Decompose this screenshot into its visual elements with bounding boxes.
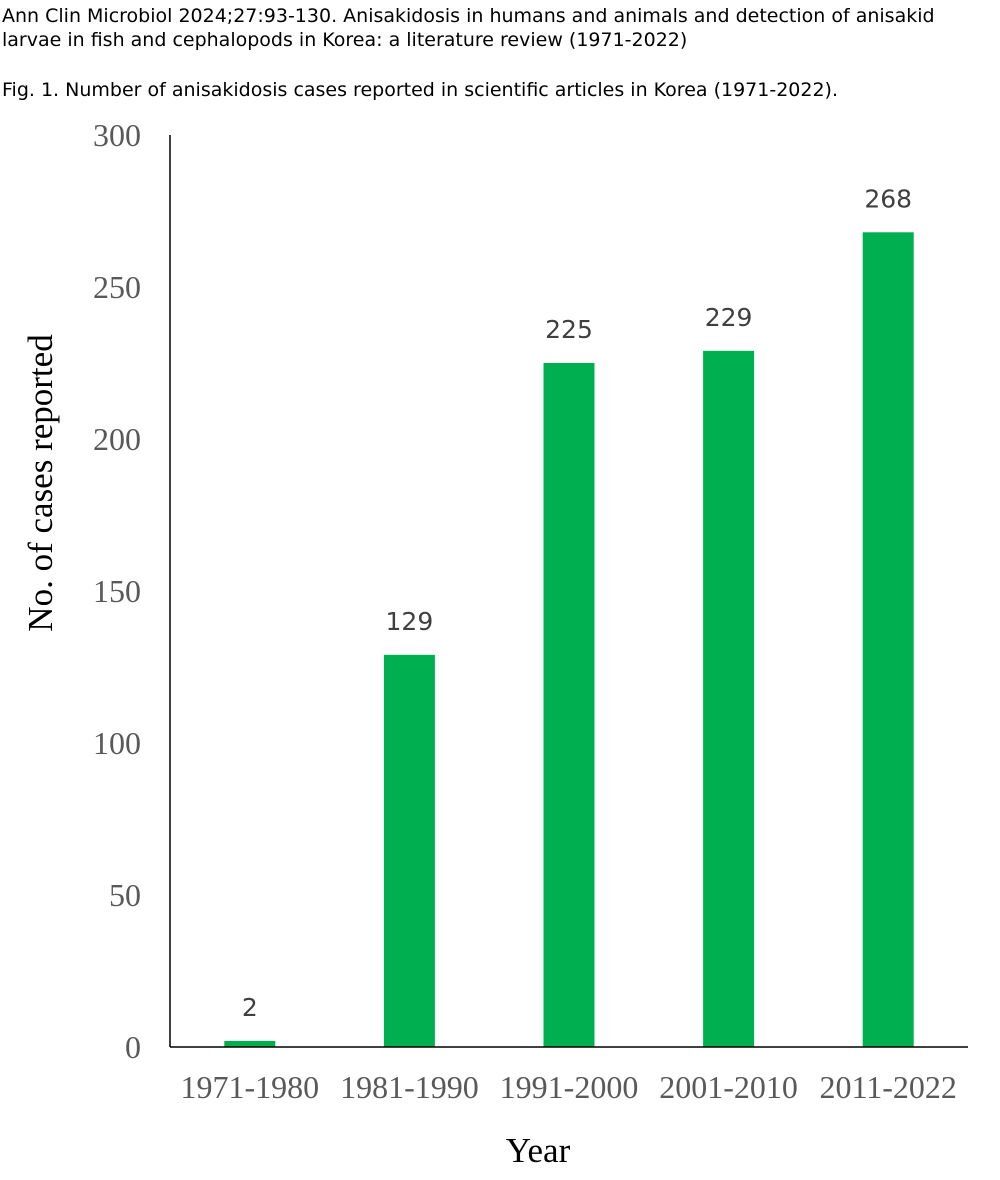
- bar-data-label: 225: [545, 315, 593, 344]
- x-tick-label: 1971-1980: [180, 1069, 319, 1105]
- citation-line-1: Ann Clin Microbiol 2024;27:93-130. Anisa…: [2, 5, 935, 27]
- y-tick-label: 150: [93, 573, 141, 609]
- bar: [383, 654, 435, 1047]
- bar-data-label: 2: [242, 993, 258, 1022]
- y-tick-label: 250: [93, 269, 141, 305]
- citation-header: Ann Clin Microbiol 2024;27:93-130. Anisa…: [2, 4, 992, 52]
- y-tick-label: 50: [109, 877, 141, 913]
- x-tick-label: 1981-1990: [340, 1069, 479, 1105]
- x-axis-ticks: 1971-1980 1981-1990 1991-2000 2001-2010 2011…: [180, 1069, 956, 1105]
- bar-data-label: 129: [386, 607, 434, 636]
- y-axis-ticks: 0 50 100 150 200 250 300: [93, 117, 141, 1065]
- y-tick-label: 200: [93, 421, 141, 457]
- bar: [543, 363, 595, 1047]
- figure-caption: Fig. 1. Number of anisakidosis cases rep…: [2, 79, 838, 101]
- x-tick-label: 2001-2010: [659, 1069, 798, 1105]
- x-tick-label: 1991-2000: [500, 1069, 639, 1105]
- bar: [703, 350, 755, 1048]
- bars: [224, 232, 914, 1048]
- y-tick-label: 300: [93, 117, 141, 153]
- x-axis-title: Year: [506, 1131, 571, 1170]
- bar: [224, 1040, 276, 1047]
- y-axis-title: No. of cases reported: [21, 334, 60, 632]
- bar-data-labels: 2 129 225 229 268: [242, 184, 912, 1022]
- y-tick-label: 100: [93, 725, 141, 761]
- bar-data-label: 268: [864, 184, 912, 213]
- citation-line-2: larvae in fish and cephalopods in Korea:…: [2, 29, 688, 51]
- bar-data-label: 229: [705, 303, 753, 332]
- x-tick-label: 2011-2022: [819, 1069, 956, 1105]
- y-tick-label: 0: [125, 1029, 141, 1065]
- bar: [862, 232, 914, 1047]
